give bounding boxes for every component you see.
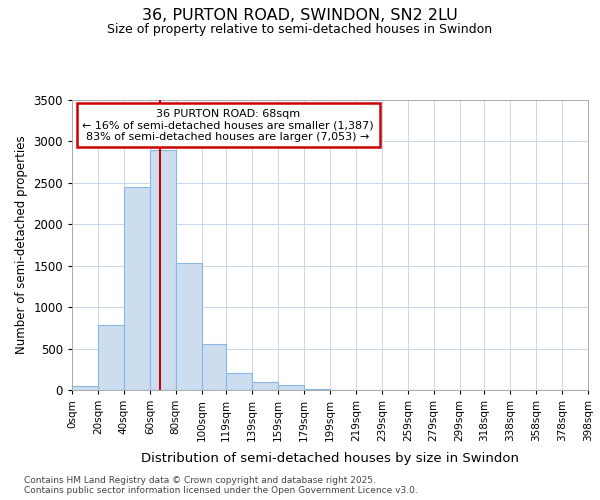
Bar [304, 389, 330, 390]
Y-axis label: Number of semi-detached properties: Number of semi-detached properties [15, 136, 28, 354]
Bar [252, 382, 278, 390]
Text: Size of property relative to semi-detached houses in Swindon: Size of property relative to semi-detach… [107, 22, 493, 36]
Bar [72, 386, 98, 390]
Text: 36, PURTON ROAD, SWINDON, SN2 2LU: 36, PURTON ROAD, SWINDON, SN2 2LU [142, 8, 458, 22]
Bar [124, 187, 150, 390]
Bar [202, 344, 226, 390]
Bar [98, 326, 124, 390]
Text: 36 PURTON ROAD: 68sqm
← 16% of semi-detached houses are smaller (1,387)
83% of s: 36 PURTON ROAD: 68sqm ← 16% of semi-deta… [82, 108, 374, 142]
X-axis label: Distribution of semi-detached houses by size in Swindon: Distribution of semi-detached houses by … [141, 452, 519, 466]
Bar [278, 386, 304, 390]
Bar [226, 372, 252, 390]
Bar [176, 263, 202, 390]
Text: Contains HM Land Registry data © Crown copyright and database right 2025.
Contai: Contains HM Land Registry data © Crown c… [24, 476, 418, 495]
Bar [150, 150, 176, 390]
